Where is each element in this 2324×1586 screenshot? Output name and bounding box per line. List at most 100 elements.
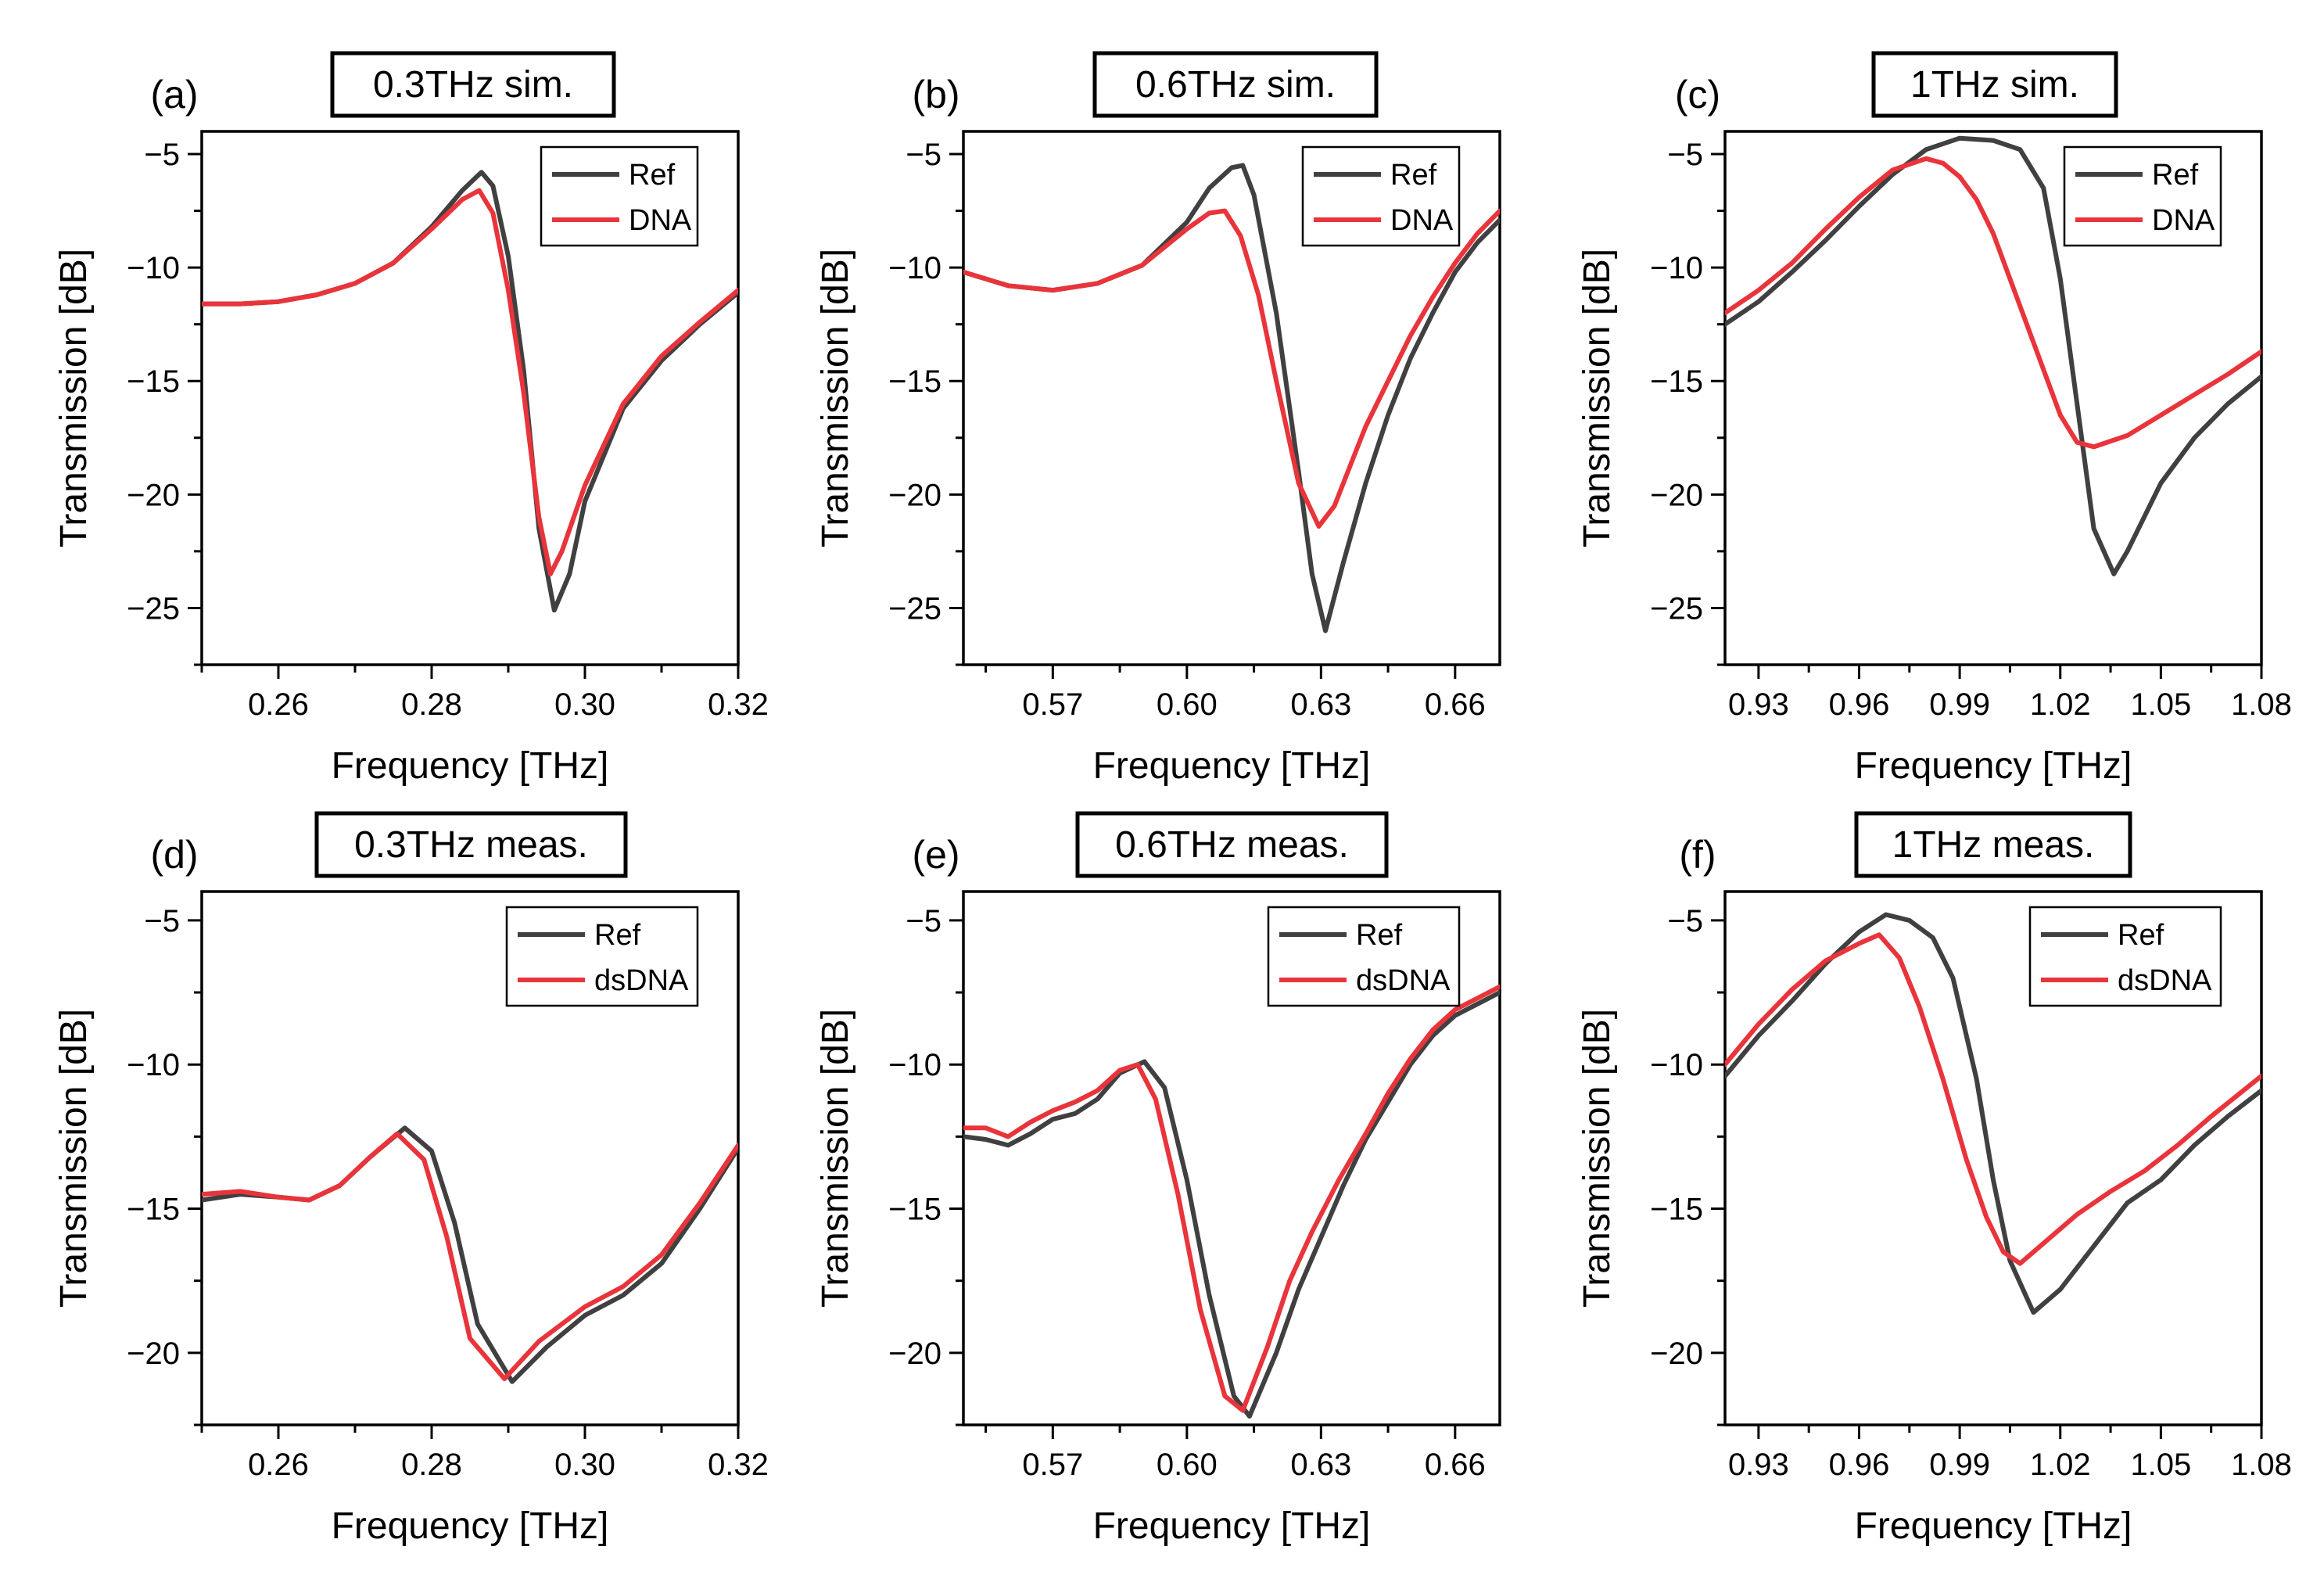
title-box xyxy=(1075,811,1389,878)
y-tick-label: −10 xyxy=(127,1048,180,1082)
legend-label-ref: Ref xyxy=(1390,159,1437,192)
legend: Ref DNA xyxy=(540,145,699,247)
x-axis-label: Frequency [THz] xyxy=(1855,1505,2132,1547)
y-tick-label: −15 xyxy=(127,364,180,399)
x-tick-label: 0.63 xyxy=(1290,1448,1351,1482)
series-group xyxy=(963,984,1500,1419)
x-tick-label: 0.60 xyxy=(1157,1448,1218,1482)
panel-label: (e) xyxy=(912,833,959,877)
series-line-dsdna xyxy=(963,984,1500,1413)
y-tick-label: −5 xyxy=(906,138,941,172)
title-box xyxy=(330,51,616,118)
y-tick-label: −20 xyxy=(127,1337,180,1371)
x-tick-label: 0.26 xyxy=(248,1448,309,1482)
legend-label-dna: DNA xyxy=(2152,204,2215,237)
x-tick-label: 0.96 xyxy=(1829,1448,1890,1482)
x-tick-label: 0.28 xyxy=(401,1448,462,1482)
x-tick-label: 1.05 xyxy=(2130,687,2191,722)
y-tick-label: −25 xyxy=(127,591,180,626)
series-group xyxy=(1725,912,2261,1315)
legend-label-dna: DNA xyxy=(629,204,692,237)
x-tick-label: 0.57 xyxy=(1022,687,1083,722)
legend-label-dsdna: dsDNA xyxy=(1356,964,1451,997)
series-line-ref xyxy=(1725,135,2261,576)
title-box xyxy=(1092,51,1379,118)
y-tick-label: −15 xyxy=(127,1193,180,1227)
legend-box xyxy=(1267,906,1461,1007)
series-group xyxy=(1725,135,2261,576)
x-tick-label: 0.60 xyxy=(1157,687,1218,722)
y-tick-label: −5 xyxy=(906,904,941,938)
y-tick-label: −20 xyxy=(1650,478,1703,512)
x-axis-label: Frequency [THz] xyxy=(1855,745,2132,787)
series-group xyxy=(202,170,738,613)
legend-label-ref: Ref xyxy=(2118,919,2164,952)
x-tick-label: 0.57 xyxy=(1022,1448,1083,1482)
chart-title: 1THz sim. xyxy=(1910,64,2079,106)
y-tick-label: −25 xyxy=(1650,591,1703,626)
legend: Ref DNA xyxy=(1301,145,1461,247)
legend-box xyxy=(2063,145,2222,247)
panel-label: (d) xyxy=(150,833,198,877)
series-line-dna xyxy=(1725,156,2261,450)
y-axis-label: Transmission [dB] xyxy=(53,249,95,547)
y-tick-label: −20 xyxy=(888,1337,941,1371)
x-tick-label: 1.08 xyxy=(2231,687,2292,722)
y-tick-label: −15 xyxy=(888,364,941,399)
y-tick-label: −5 xyxy=(144,138,180,172)
legend: Ref dsDNA xyxy=(1267,906,1461,1007)
x-tick-label: 0.66 xyxy=(1425,1448,1486,1482)
y-tick-label: −5 xyxy=(1667,138,1703,172)
y-tick-label: −15 xyxy=(888,1193,941,1227)
x-tick-label: 0.30 xyxy=(554,687,615,722)
y-tick-label: −10 xyxy=(888,251,941,285)
chart-panel-a: 0.26 0.28 0.30 0.32 −25 −20 −15 −10 −5 Frequency … xyxy=(53,51,769,787)
series-line-dna xyxy=(202,188,738,576)
plot-frame xyxy=(200,130,740,666)
y-axis-label: Transmission [dB] xyxy=(815,249,856,547)
x-tick-label: 1.02 xyxy=(2030,687,2091,722)
plot-frame xyxy=(962,890,1501,1426)
legend: Ref dsDNA xyxy=(2028,906,2222,1007)
y-axis-label: Transmission [dB] xyxy=(815,1009,856,1308)
legend-label-dsdna: dsDNA xyxy=(2118,964,2212,997)
x-axis-label: Frequency [THz] xyxy=(1093,1505,1371,1547)
y-tick-label: −20 xyxy=(1650,1337,1703,1371)
chart-title: 0.6THz sim. xyxy=(1135,64,1336,106)
y-tick-label: −20 xyxy=(127,478,180,512)
chart-title: 0.3THz meas. xyxy=(354,824,588,866)
y-tick-label: −5 xyxy=(144,904,180,938)
panel-label: (f) xyxy=(1679,833,1716,877)
x-tick-label: 1.02 xyxy=(2030,1448,2091,1482)
panel-label: (a) xyxy=(150,73,198,117)
legend-label-ref: Ref xyxy=(1356,919,1403,952)
y-tick-label: −10 xyxy=(1650,1048,1703,1082)
y-tick-label: −10 xyxy=(1650,251,1703,285)
y-tick-label: −10 xyxy=(888,1048,941,1082)
x-tick-label: 1.08 xyxy=(2231,1448,2292,1482)
series-line-ref xyxy=(963,990,1500,1419)
plot-frame xyxy=(1723,890,2263,1426)
series-line-dsdna xyxy=(202,1131,738,1381)
y-axis-label: Transmission [dB] xyxy=(53,1009,95,1308)
chart-panel-c: 0.93 0.96 0.99 1.02 1.05 1.08 −25 −20 −15 −10 −5 Fr… xyxy=(1576,51,2292,787)
x-tick-label: 0.26 xyxy=(248,687,309,722)
x-tick-label: 0.93 xyxy=(1728,1448,1789,1482)
legend-label-ref: Ref xyxy=(2152,159,2199,192)
chart-title: 0.3THz sim. xyxy=(373,64,573,106)
legend: Ref DNA xyxy=(2063,145,2222,247)
legend-box xyxy=(540,145,699,247)
chart-panel-d: 0.26 0.28 0.30 0.32 −20 −15 −10 −5 Frequency [TH… xyxy=(53,811,769,1547)
plot-frame xyxy=(1723,130,2263,666)
x-tick-label: 0.96 xyxy=(1829,687,1890,722)
chart-panel-b: 0.57 0.60 0.63 0.66 −25 −20 −15 −10 −5 Frequency … xyxy=(815,51,1501,787)
panel-label: (b) xyxy=(912,73,959,117)
plot-frame xyxy=(962,130,1501,666)
y-tick-label: −15 xyxy=(1650,1193,1703,1227)
x-tick-label: 0.32 xyxy=(708,1448,769,1482)
title-box xyxy=(1854,811,2132,878)
x-axis-label: Frequency [THz] xyxy=(332,745,609,787)
legend-label-ref: Ref xyxy=(629,159,676,192)
x-axis-label: Frequency [THz] xyxy=(1093,745,1371,787)
